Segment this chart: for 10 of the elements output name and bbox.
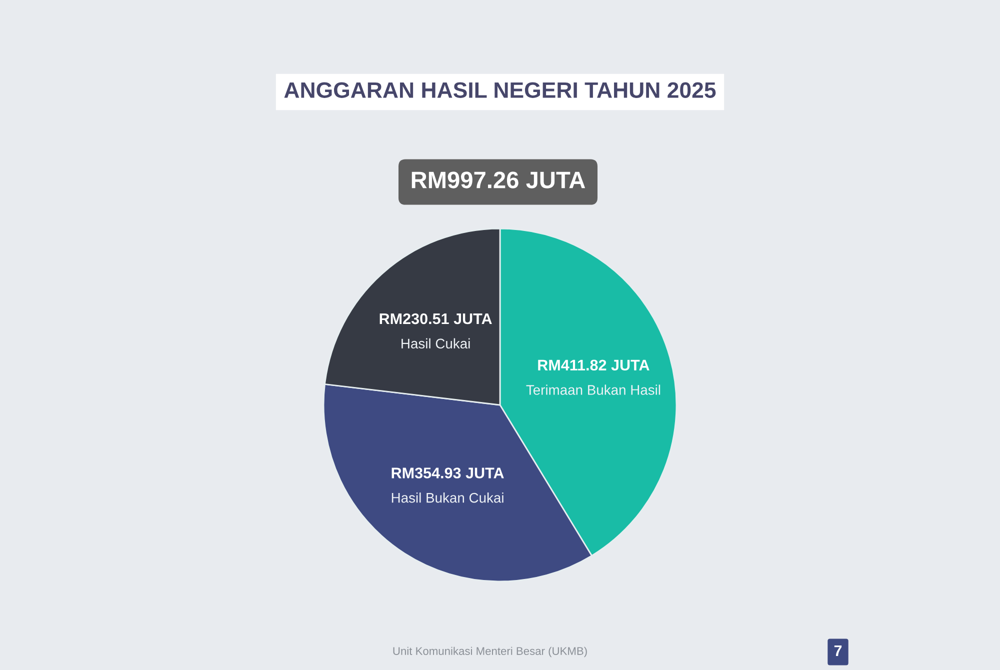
chart-subtitle: RM997.26 JUTA (412, 172, 586, 188)
data-label: RM354.93 JUTA (392, 468, 504, 478)
text: 7 (834, 645, 842, 656)
slice-label: Hasil Cukai (402, 338, 470, 349)
text: Unit Komunikasi Menteri Besar (UKMB) (393, 646, 587, 658)
slice-label: Terimaan Bukan Hasil (526, 384, 660, 395)
data-label: RM230.51 JUTA (380, 313, 492, 324)
data-label: RM411.82 JUTA (538, 360, 650, 371)
slice-label: Hasil Bukan Cukai (392, 492, 504, 503)
chart-title: ANGGARAN HASIL NEGERI TAHUN 2025 (284, 82, 716, 98)
